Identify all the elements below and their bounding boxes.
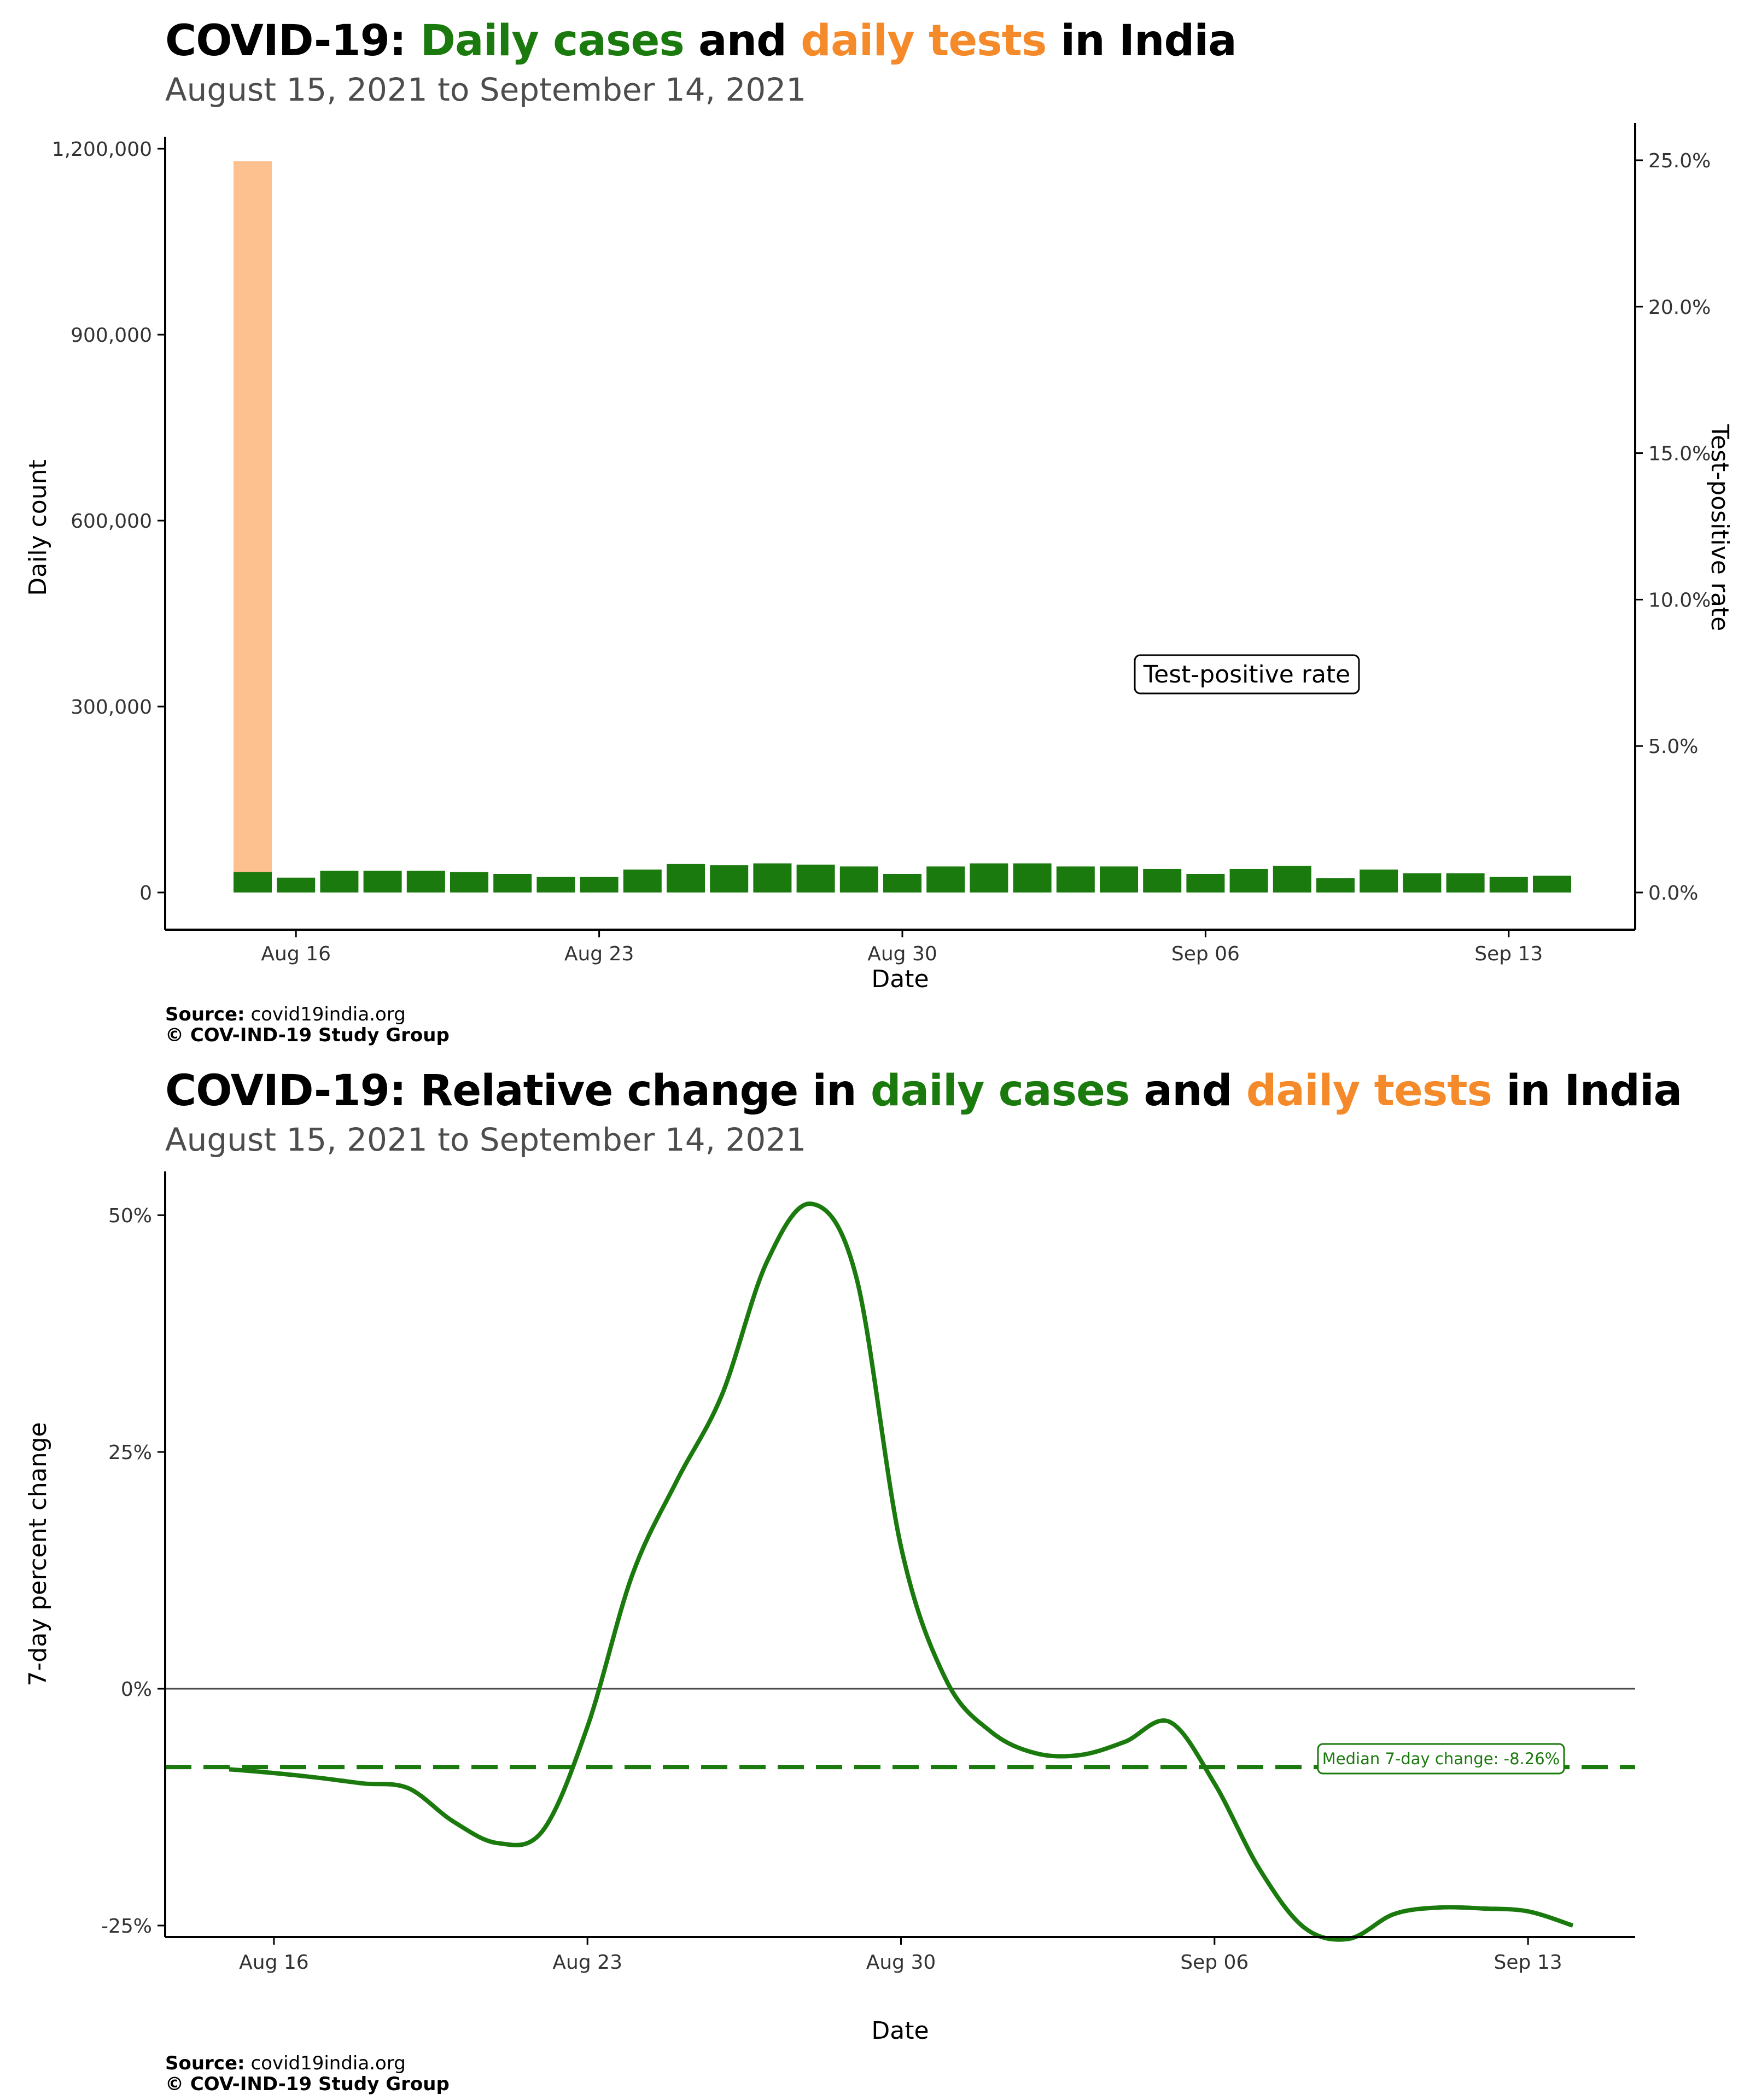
x-tick-label: Sep 13 [1474, 943, 1543, 965]
cases-bar [667, 864, 705, 892]
cases-bar [1446, 873, 1485, 892]
y2-tick-label: 15.0% [1648, 443, 1711, 465]
x-tick-label: Sep 06 [1180, 1951, 1249, 1974]
cases-bar [450, 872, 488, 892]
x-axis-title: Date [871, 2017, 929, 2045]
y-tick-label: 1,200,000 [52, 138, 152, 161]
cases-bar [580, 877, 619, 892]
cases-bar [970, 863, 1008, 892]
y-tick-label: 300,000 [71, 696, 152, 719]
cases-bar [1533, 876, 1571, 892]
source-value: covid19india.org [244, 1004, 406, 1025]
x-tick-label: Sep 06 [1171, 943, 1240, 965]
title-mid: and [684, 16, 801, 66]
cases-bar [1403, 873, 1442, 892]
title-suffix: in India [1491, 1066, 1682, 1116]
title-cases: Daily cases [420, 16, 684, 66]
relative-change-panel: COVID-19: Relative change in daily cases… [0, 1050, 1750, 2100]
y-axis-title: Daily count [24, 459, 52, 596]
top-source-caption: Source: covid19india.org © COV-IND-19 Stu… [165, 1004, 450, 1046]
y-tick-label: 600,000 [71, 510, 152, 533]
source-value: covid19india.org [244, 2052, 406, 2074]
cases-bar [1056, 866, 1095, 892]
y2-axis-title: Test-positive rate [1706, 424, 1734, 631]
y-tick-label: 25% [108, 1442, 152, 1464]
cases-bar [839, 866, 878, 892]
x-tick-label: Sep 13 [1494, 1951, 1562, 1974]
source-label: Source: [165, 2052, 245, 2074]
y-tick-label: 50% [108, 1205, 152, 1227]
title-tests: daily tests [801, 16, 1047, 66]
x-tick-label: Aug 16 [261, 943, 331, 965]
x-tick-label: Aug 30 [866, 1951, 936, 1974]
cases-bar [1100, 866, 1138, 892]
top-chart-title: COVID-19: Daily cases and daily tests in… [165, 16, 1237, 66]
y2-tick-label: 0.0% [1648, 882, 1698, 905]
y-tick-label: 900,000 [71, 324, 152, 347]
cases-bar [1360, 870, 1398, 892]
y2-tick-label: 10.0% [1648, 589, 1711, 611]
tests-bar [234, 161, 272, 893]
y-axis-title: 7-day percent change [24, 1422, 52, 1686]
cases-bar [796, 865, 835, 892]
x-tick-label: Aug 23 [552, 1951, 622, 1974]
cases-bar [753, 863, 792, 892]
x-tick-label: Aug 23 [564, 943, 634, 965]
title-prefix: COVID-19: [165, 16, 421, 66]
cases-bar [406, 871, 445, 892]
cases-bar [234, 872, 272, 892]
cases-bar [320, 871, 359, 892]
cases-change-line [229, 1201, 1574, 1942]
cases-bar [883, 874, 921, 892]
top-chart-svg: 0 300,000 600,000 900,000 1,200,000 0.0% 5.0% 1… [24, 123, 1734, 993]
bottom-chart-title: COVID-19: Relative change in daily cases… [165, 1066, 1682, 1116]
x-axis-title: Date [871, 965, 929, 993]
cases-bar [1186, 874, 1225, 892]
title-prefix: COVID-19: Relative change in [165, 1066, 871, 1116]
x-tick-label: Aug 30 [867, 943, 937, 965]
bottom-chart-svg: -25% 0% 25% 50% Aug 16 Aug 23 Aug 30 Sep 06 Sep … [24, 1171, 1635, 2045]
test-positive-rate-label-box [1134, 654, 1360, 695]
y-tick-label: -25% [101, 1915, 152, 1938]
x-tick-label: Aug 16 [239, 1951, 309, 1974]
bottom-source-caption: Source: covid19india.org © COV-IND-19 Stu… [165, 2053, 450, 2095]
median-label-box [1317, 1743, 1565, 1775]
title-mid: and [1129, 1066, 1246, 1116]
title-suffix: in India [1046, 16, 1237, 66]
cases-bar [1229, 868, 1268, 892]
y2-tick-label: 25.0% [1648, 150, 1711, 172]
cases-bar [710, 865, 749, 892]
copyright-text: © COV-IND-19 Study Group [165, 1024, 450, 1046]
y2-tick-label: 5.0% [1648, 736, 1698, 758]
y-tick-label: 0 [139, 882, 152, 905]
bottom-chart-subtitle: August 15, 2021 to September 14, 2021 [165, 1121, 807, 1158]
copyright-text: © COV-IND-19 Study Group [165, 2073, 450, 2095]
cases-bar [363, 871, 402, 892]
cases-bar [1013, 863, 1052, 892]
source-label: Source: [165, 1004, 245, 1025]
median-label: Median 7-day change: -8.26% [1322, 1749, 1560, 1768]
title-cases: daily cases [870, 1066, 1130, 1116]
cases-bar [1273, 866, 1311, 892]
daily-cases-tests-panel: COVID-19: Daily cases and daily tests in… [24, 16, 1734, 1046]
cases-bar [1489, 877, 1528, 892]
y2-tick-label: 20.0% [1648, 296, 1711, 319]
cases-bar [277, 877, 316, 892]
cases-bar [926, 866, 965, 892]
cases-bar [536, 877, 575, 892]
cases-bar [1143, 868, 1182, 892]
cases-bar [623, 870, 662, 892]
top-chart-subtitle: August 15, 2021 to September 14, 2021 [165, 71, 807, 108]
cases-bar [493, 874, 532, 892]
cases-bar [1316, 878, 1355, 892]
title-tests: daily tests [1246, 1066, 1492, 1116]
test-positive-rate-label: Test-positive rate [1143, 661, 1350, 689]
y-tick-label: 0% [121, 1678, 152, 1701]
